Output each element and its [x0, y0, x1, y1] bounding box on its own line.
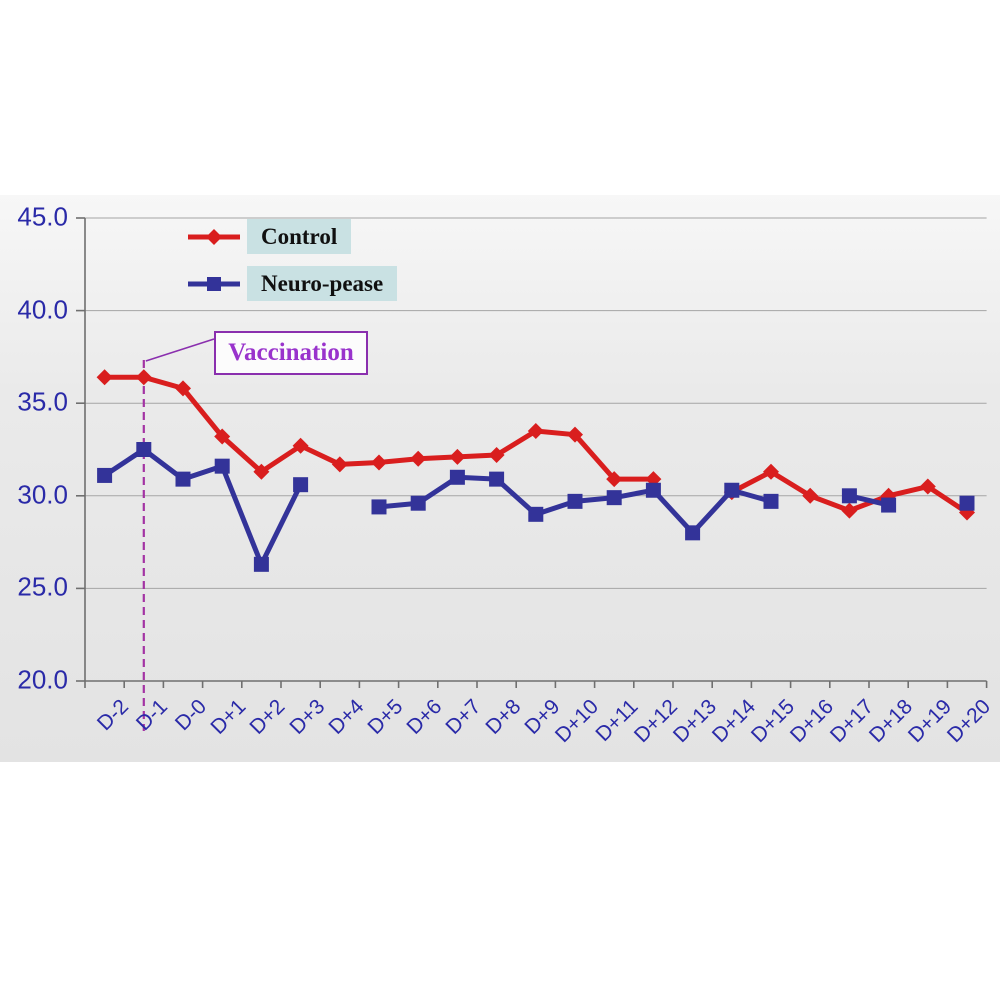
vaccination-annotation-label: Vaccination [228, 339, 354, 366]
neuro-pease-line-marker-icon [188, 276, 240, 291]
vaccination-annotation-box: Vaccination [214, 331, 368, 375]
legend-entry-control: Control [186, 219, 352, 255]
legend-label-control: Control [247, 219, 352, 255]
y-axis-tick-label: 40.0 [17, 293, 68, 324]
control-line-marker-icon [188, 228, 240, 245]
y-axis-tick-label: 35.0 [17, 386, 68, 417]
legend-label-neuro-pease: Neuro-pease [247, 266, 398, 302]
y-axis-tick-label: 20.0 [17, 664, 68, 695]
y-axis-tick-label: 25.0 [17, 571, 68, 602]
y-axis-tick-label: 45.0 [17, 201, 68, 232]
y-axis-tick-label: 30.0 [17, 479, 68, 510]
legend-entry-neuro-pease: Neuro-pease [186, 266, 398, 302]
